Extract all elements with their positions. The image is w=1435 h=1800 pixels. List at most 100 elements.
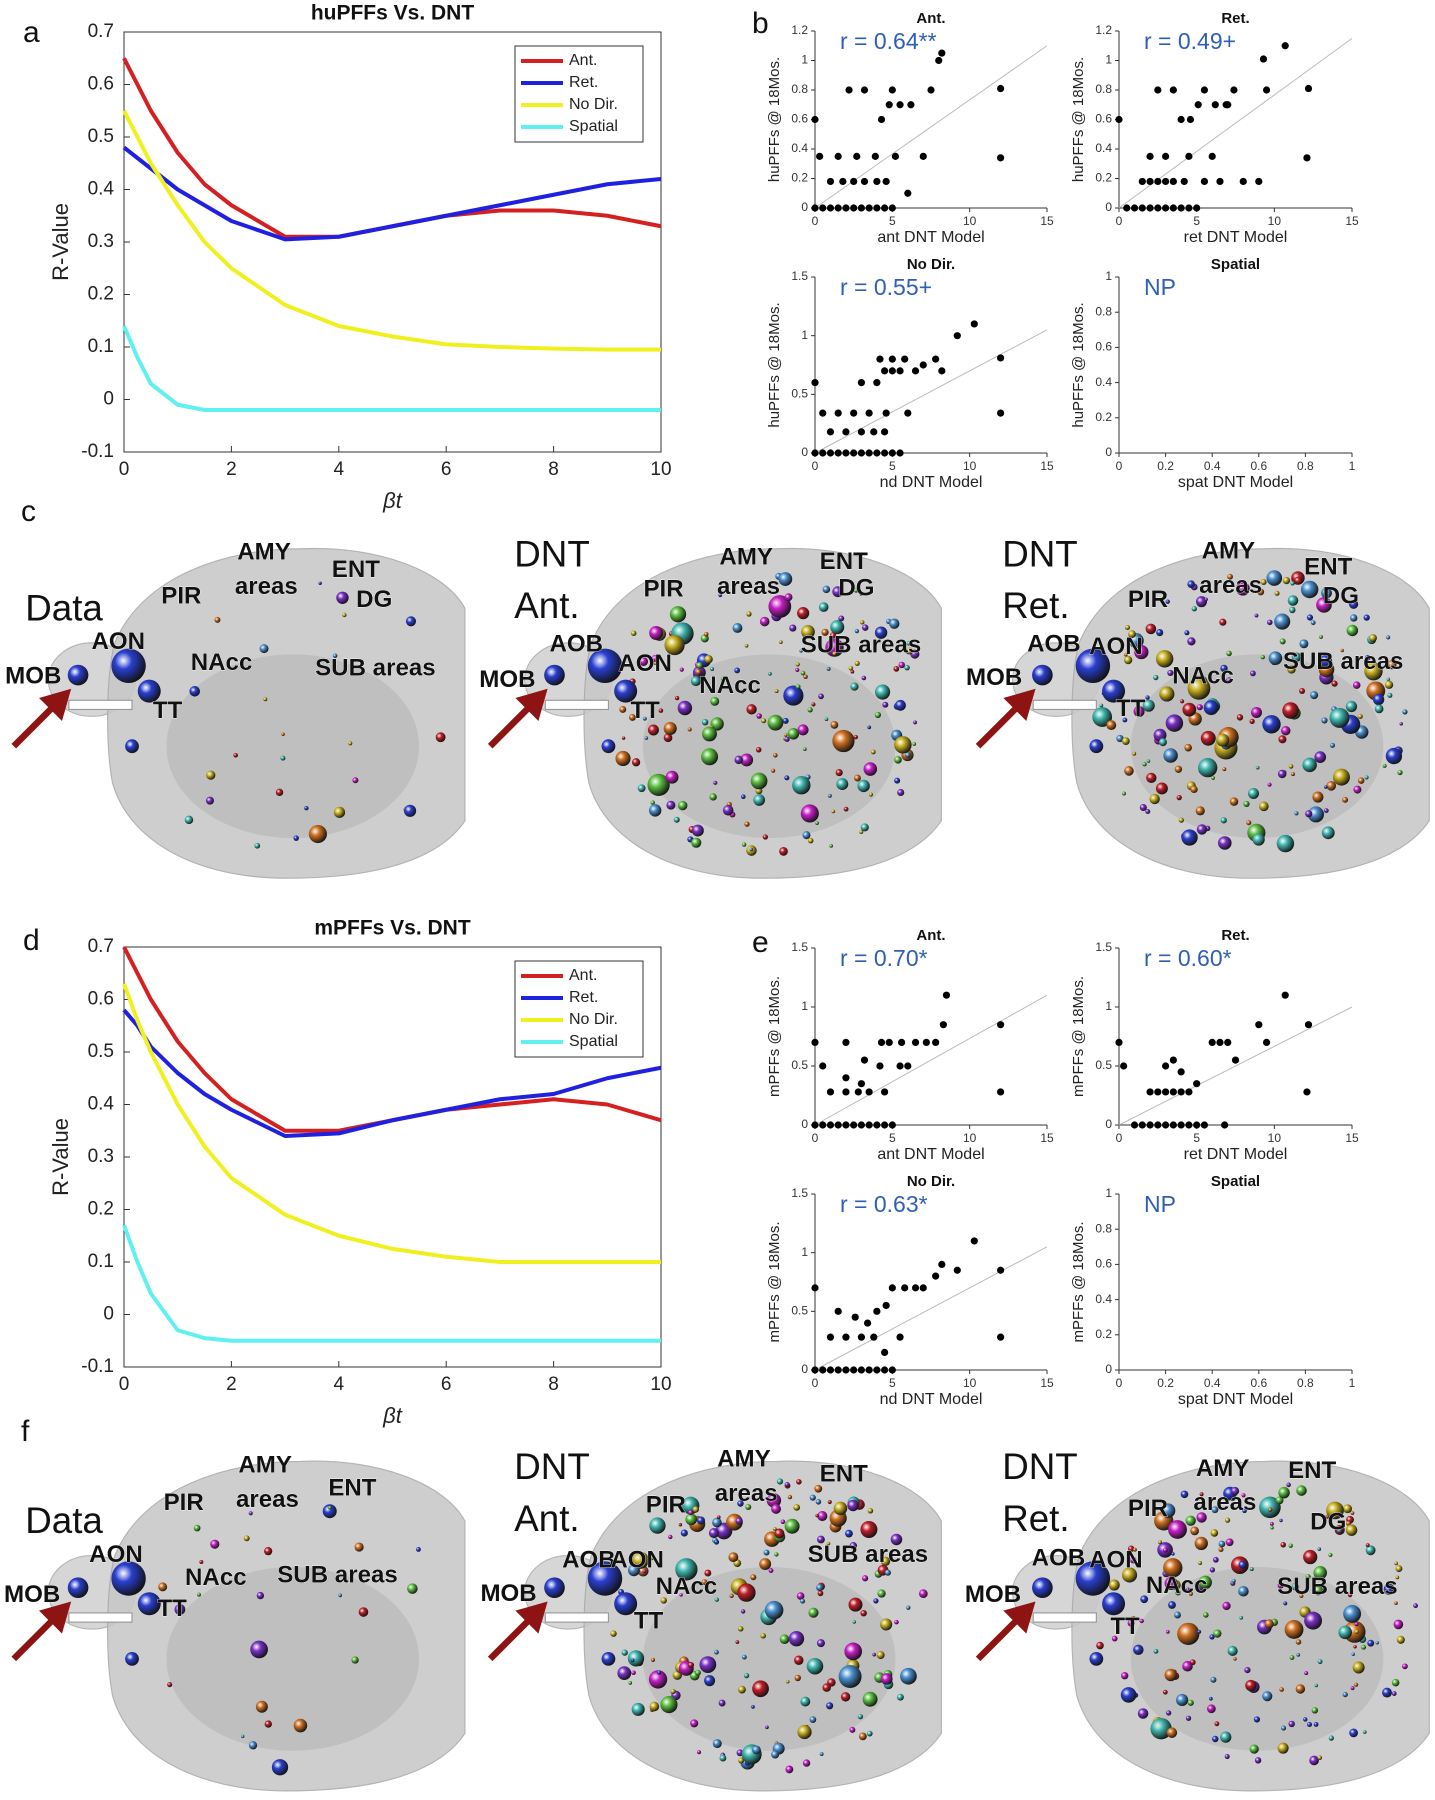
data-point	[811, 204, 819, 212]
sphere	[1367, 1639, 1375, 1647]
sphere	[1242, 1508, 1247, 1514]
data-point	[1185, 204, 1193, 212]
sphere	[1288, 1720, 1295, 1728]
sphere	[250, 1640, 268, 1659]
sphere	[821, 628, 829, 636]
sphere	[322, 1504, 337, 1519]
sphere	[1345, 700, 1358, 713]
sphere	[403, 804, 417, 817]
sphere	[695, 668, 702, 676]
region-label: ENT	[1304, 554, 1352, 581]
sphere	[815, 1499, 822, 1505]
sphere	[696, 662, 704, 669]
data-point	[881, 1121, 889, 1129]
data-point	[888, 355, 896, 363]
data-point	[1200, 86, 1209, 94]
sphere	[712, 1517, 722, 1528]
series-line	[122, 1008, 662, 1138]
region-label: SUB areas	[277, 1562, 398, 1589]
data-point	[865, 1366, 873, 1374]
sphere	[893, 665, 900, 672]
sphere	[863, 762, 878, 776]
x-tick-label: 5	[1193, 1131, 1200, 1145]
sphere	[703, 631, 709, 637]
chart-title: No Dir.	[907, 256, 955, 273]
y-axis-label: huPFFs @ 18Mos.	[1070, 302, 1087, 427]
sphere	[795, 667, 800, 673]
sphere	[1268, 651, 1283, 665]
data-point	[919, 152, 927, 160]
data-point	[1154, 1088, 1162, 1096]
sphere	[1319, 634, 1323, 639]
x-tick-label: 0	[119, 1374, 130, 1395]
y-tick-label: 0.6	[88, 74, 114, 95]
sphere	[657, 1670, 662, 1675]
arrow	[975, 1601, 1036, 1662]
sphere	[1032, 664, 1053, 686]
sphere	[877, 1589, 886, 1598]
sphere	[1168, 1601, 1176, 1609]
sphere	[788, 1630, 805, 1647]
data-point	[896, 1062, 904, 1070]
sphere	[256, 1591, 265, 1600]
sphere	[653, 661, 658, 666]
sphere	[621, 1649, 628, 1656]
sphere	[1314, 1683, 1319, 1688]
sphere	[765, 1725, 769, 1730]
sphere	[762, 834, 769, 840]
sphere	[1149, 793, 1160, 805]
sphere	[1174, 765, 1183, 773]
region-label: AON	[91, 628, 145, 655]
y-tick-label: 0	[801, 1362, 808, 1376]
region-label: areas	[1193, 1489, 1256, 1516]
sphere	[843, 806, 849, 812]
sphere	[847, 1499, 859, 1512]
sphere	[240, 1734, 245, 1739]
sphere	[1220, 817, 1227, 824]
sphere	[1224, 1517, 1231, 1523]
sphere	[637, 784, 646, 793]
sphere	[1326, 1501, 1344, 1520]
region-label: MOB	[479, 666, 535, 693]
region-label: PIR	[1128, 1495, 1168, 1522]
sphere	[1196, 704, 1203, 711]
sphere	[1210, 1529, 1219, 1537]
legend-label: Spatial	[569, 118, 618, 135]
sphere	[1108, 1579, 1120, 1591]
y-tick-label: 0.5	[1095, 1058, 1112, 1072]
annotation: NP	[1144, 274, 1176, 300]
sphere	[630, 630, 637, 636]
sphere	[1246, 820, 1252, 826]
sphere	[756, 713, 762, 719]
sphere	[1289, 1655, 1295, 1661]
region-label: MOB	[965, 1581, 1021, 1608]
sphere	[845, 1529, 853, 1538]
sphere	[332, 653, 338, 659]
probe	[544, 1612, 610, 1623]
data-point	[865, 1088, 873, 1096]
data-point	[854, 1088, 862, 1096]
sphere	[1295, 1639, 1302, 1645]
annotation: r = 0.49+	[1144, 28, 1236, 54]
sphere	[1075, 1561, 1111, 1596]
sphere	[1274, 590, 1280, 596]
arrow	[11, 688, 72, 749]
data-point	[938, 49, 946, 57]
sphere	[718, 593, 723, 598]
sphere	[857, 779, 870, 793]
sphere	[1382, 1687, 1392, 1698]
sphere	[1373, 693, 1385, 706]
x-tick-label: 0	[812, 1376, 819, 1390]
data-point	[1146, 204, 1154, 212]
data-point	[1303, 1088, 1311, 1096]
sphere	[1180, 1490, 1189, 1499]
data-point	[819, 1366, 827, 1374]
panel-label: f	[21, 1415, 30, 1448]
x-tick-label: 5	[1193, 214, 1200, 228]
data-point	[811, 449, 819, 457]
y-tick-label: 0	[1105, 445, 1112, 459]
sphere	[1199, 1492, 1204, 1497]
sphere	[1121, 737, 1130, 746]
sphere	[1124, 624, 1130, 631]
sphere	[868, 792, 874, 797]
